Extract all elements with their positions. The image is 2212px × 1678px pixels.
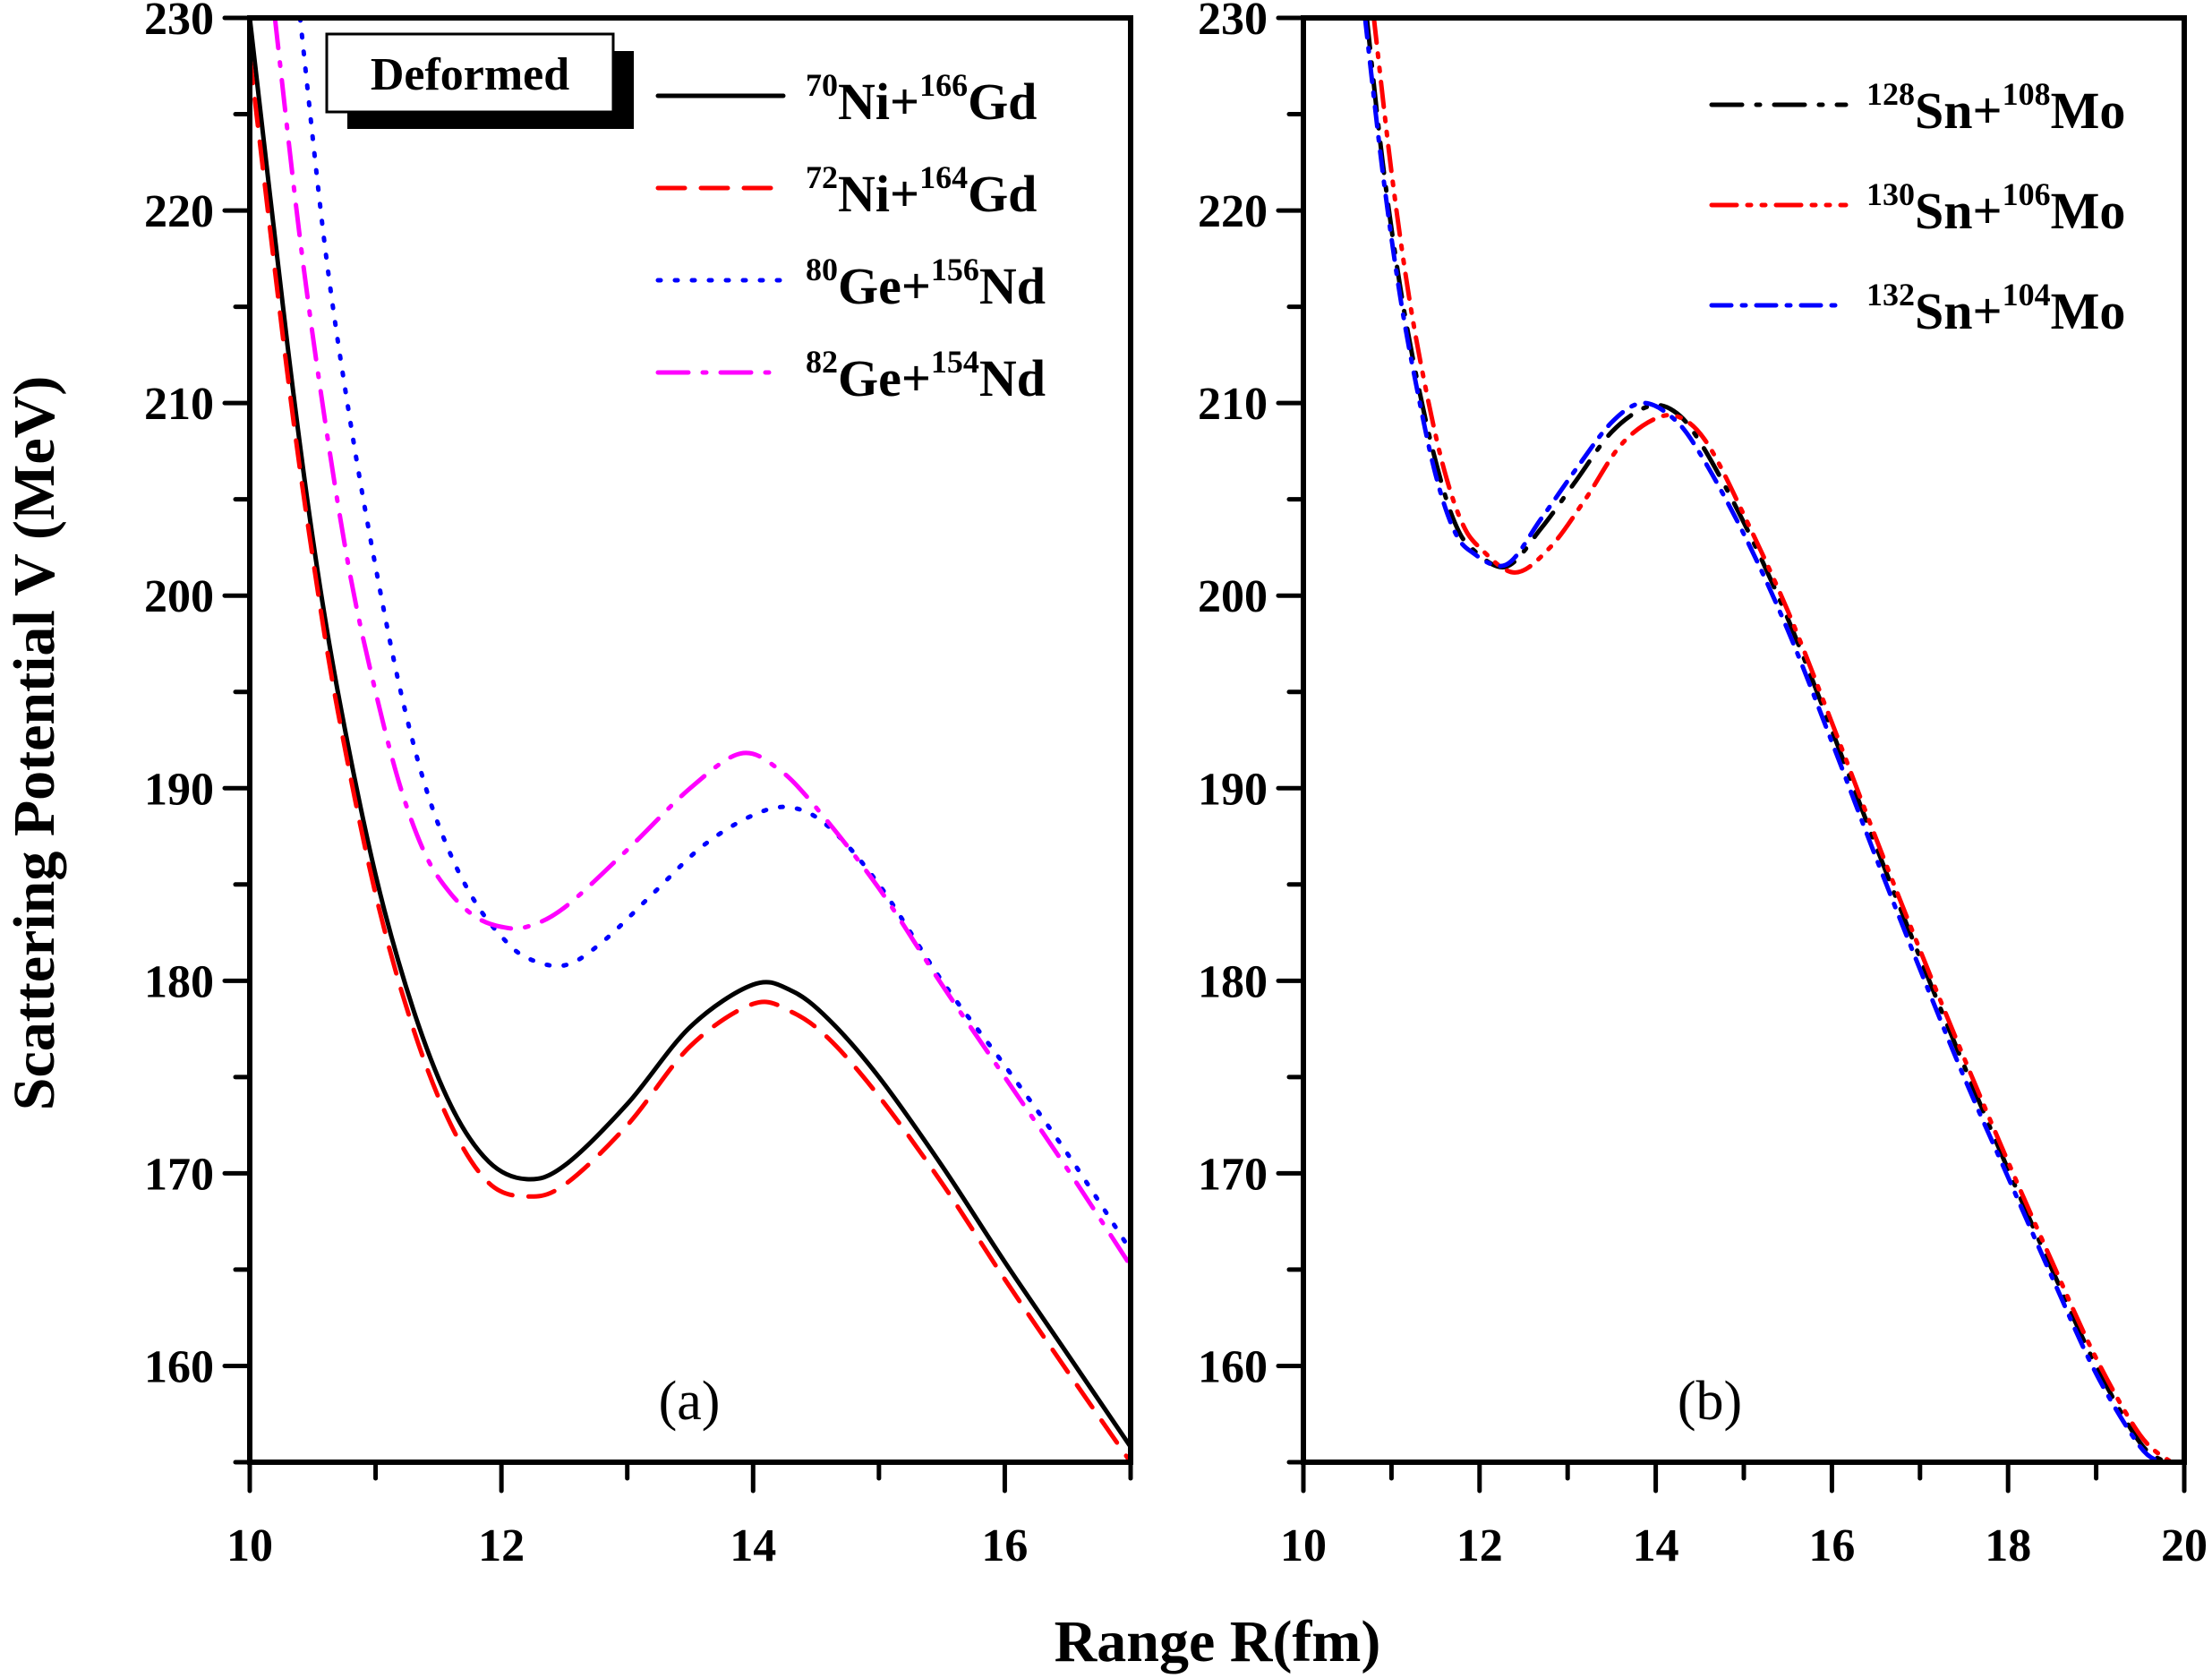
x-tick-label: 20 (2161, 1520, 2208, 1571)
panel-b-curves (1362, 18, 2174, 1462)
y-tick-label: 220 (144, 186, 214, 237)
y-tick-label: 210 (144, 379, 214, 430)
series-line-130sn-plus-106mo (1371, 18, 2174, 1462)
panel-a: 160 170 180 190 200 210 220 230 10 12 14 16 (a) Def… (144, 0, 1133, 1571)
legend-item: 82Ge+154Nd (655, 344, 1046, 407)
legend-label: 82Ge+154Nd (806, 344, 1046, 407)
plot-frame (247, 15, 1133, 1465)
y-axis-title: Scattering Potential V (MeV) (2, 376, 67, 1111)
legend-label: 128Sn+108Mo (1866, 76, 2125, 140)
x-tick-label: 12 (1456, 1520, 1503, 1571)
y-tick-label: 190 (1198, 764, 1268, 815)
x-tick-label: 12 (478, 1520, 525, 1571)
series-line-80ge-plus-156nd (297, 18, 1131, 1253)
y-tick-label: 160 (144, 1341, 214, 1392)
panel-a-legend: 70Ni+166Gd 72Ni+164Gd 80Ge+156Nd 82Ge+154Nd (655, 67, 1046, 407)
y-tick-label: 170 (144, 1149, 214, 1200)
legend-label: 132Sn+104Mo (1866, 277, 2125, 340)
x-tick-label: 18 (1985, 1520, 2031, 1571)
panel-b-label: (b) (1678, 1371, 1742, 1432)
x-tick-label: 10 (226, 1520, 273, 1571)
legend-label: 72Ni+164Gd (806, 159, 1037, 223)
deformed-box-frame (325, 32, 615, 114)
panel-a-axes (247, 15, 1133, 1465)
y-tick-label: 160 (1198, 1341, 1268, 1392)
y-tick-label: 180 (144, 956, 214, 1007)
panel-a-curves (250, 18, 1131, 1462)
x-tick-label: 14 (1633, 1520, 1679, 1571)
deformed-label: Deformed (371, 49, 569, 100)
legend-item: 72Ni+164Gd (655, 159, 1037, 223)
x-tick-label: 10 (1280, 1520, 1327, 1571)
legend-item: 128Sn+108Mo (1709, 76, 2125, 140)
series-line-82ge-plus-154nd (272, 18, 1131, 1269)
legend-item: 70Ni+166Gd (655, 67, 1037, 131)
y-tick-label: 230 (1198, 0, 1268, 45)
y-tick-label: 220 (1198, 186, 1268, 237)
panel-b-ticks: 160 170 180 190 200 210 220 230 10 12 14 16 18 20 (1198, 0, 2208, 1571)
panel-a-ticks: 160 170 180 190 200 210 220 230 10 12 14 16 (144, 0, 1133, 1571)
legend-item: 132Sn+104Mo (1709, 277, 2125, 340)
y-tick-label: 200 (1198, 571, 1268, 622)
x-tick-label: 16 (981, 1520, 1028, 1571)
y-tick-label: 210 (1198, 379, 1268, 430)
x-tick-label: 14 (730, 1520, 776, 1571)
series-line-128sn-plus-108mo (1364, 18, 2169, 1462)
y-tick-label: 180 (1198, 956, 1268, 1007)
y-tick-label: 190 (144, 764, 214, 815)
series-line-132sn-plus-104mo (1362, 18, 2165, 1462)
deformed-annotation: Deformed (325, 32, 634, 129)
series-line-72ni-plus-164gd (250, 54, 1131, 1462)
panel-a-label: (a) (659, 1371, 721, 1432)
panel-b-legend: 128Sn+108Mo 130Sn+106Mo 132Sn+104Mo (1709, 76, 2125, 340)
y-tick-label: 200 (144, 571, 214, 622)
legend-label: 70Ni+166Gd (806, 67, 1037, 131)
x-axis-title: Range R(fm) (1055, 1609, 1381, 1674)
panel-b: 160 170 180 190 200 210 220 230 10 12 14 16 18 20 (b)… (1198, 0, 2208, 1571)
x-tick-label: 16 (1808, 1520, 1855, 1571)
y-tick-label: 230 (144, 0, 214, 45)
legend-item: 130Sn+106Mo (1709, 176, 2125, 240)
series-line-70ni-plus-166gd (250, 18, 1131, 1450)
legend-label: 80Ge+156Nd (806, 252, 1046, 315)
legend-item: 80Ge+156Nd (655, 252, 1046, 315)
y-tick-label: 170 (1198, 1149, 1268, 1200)
legend-label: 130Sn+106Mo (1866, 176, 2125, 240)
